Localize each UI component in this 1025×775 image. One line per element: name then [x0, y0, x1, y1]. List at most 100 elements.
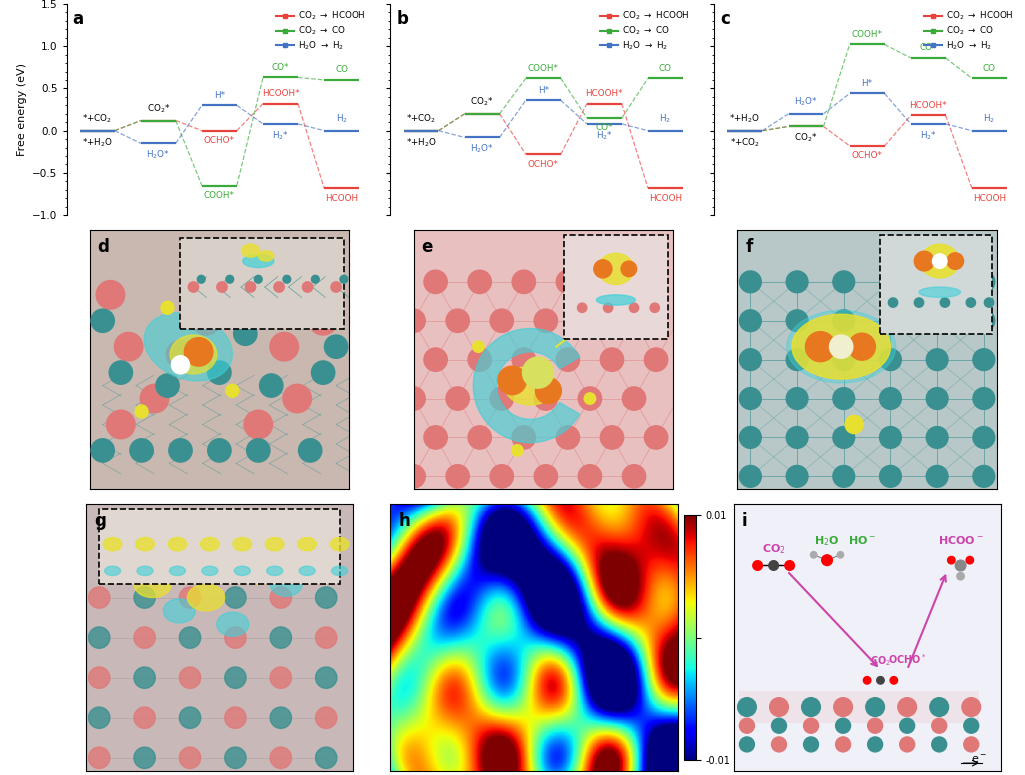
- Circle shape: [984, 298, 993, 307]
- Circle shape: [879, 310, 901, 332]
- Circle shape: [833, 388, 855, 409]
- Circle shape: [786, 388, 808, 409]
- Text: HO$^-$: HO$^-$: [848, 534, 875, 546]
- Ellipse shape: [792, 314, 891, 379]
- Circle shape: [557, 348, 579, 371]
- Circle shape: [833, 466, 855, 487]
- Text: H$_2$*: H$_2$*: [596, 129, 613, 142]
- Circle shape: [192, 306, 220, 335]
- Circle shape: [866, 698, 885, 716]
- Circle shape: [593, 260, 612, 278]
- Circle shape: [316, 707, 337, 728]
- Ellipse shape: [298, 537, 317, 551]
- Circle shape: [88, 747, 110, 769]
- Y-axis label: Free energy (eV): Free energy (eV): [16, 63, 27, 156]
- Ellipse shape: [202, 567, 218, 576]
- Circle shape: [473, 341, 484, 353]
- Circle shape: [964, 737, 979, 752]
- Circle shape: [402, 309, 425, 332]
- Circle shape: [254, 275, 262, 283]
- Circle shape: [134, 627, 156, 648]
- Ellipse shape: [258, 250, 274, 261]
- Circle shape: [837, 552, 844, 558]
- Text: H$_2$O*: H$_2$O*: [470, 143, 494, 156]
- Circle shape: [802, 698, 820, 716]
- Ellipse shape: [241, 557, 278, 584]
- Ellipse shape: [330, 537, 348, 551]
- Ellipse shape: [137, 567, 153, 576]
- Circle shape: [179, 627, 201, 648]
- Circle shape: [879, 388, 901, 409]
- Circle shape: [534, 309, 558, 332]
- Text: H*: H*: [538, 86, 548, 95]
- Circle shape: [584, 393, 596, 405]
- Circle shape: [650, 303, 659, 312]
- Circle shape: [226, 275, 234, 283]
- Circle shape: [171, 356, 190, 374]
- Text: *+H$_2$O: *+H$_2$O: [82, 136, 113, 149]
- Circle shape: [271, 667, 291, 688]
- Ellipse shape: [170, 335, 217, 374]
- Circle shape: [739, 466, 762, 487]
- Circle shape: [498, 366, 527, 394]
- Ellipse shape: [135, 537, 155, 551]
- Circle shape: [224, 747, 246, 769]
- Circle shape: [898, 698, 916, 716]
- Circle shape: [967, 556, 974, 564]
- Circle shape: [890, 677, 898, 684]
- Text: CO$_2$: CO$_2$: [762, 542, 785, 556]
- Circle shape: [822, 555, 832, 566]
- Circle shape: [933, 254, 947, 268]
- Circle shape: [224, 707, 246, 728]
- Circle shape: [964, 718, 979, 733]
- Circle shape: [130, 439, 154, 462]
- Circle shape: [179, 587, 201, 608]
- Circle shape: [402, 465, 425, 488]
- Circle shape: [604, 303, 613, 312]
- Text: OCHO*: OCHO*: [528, 160, 559, 169]
- Circle shape: [446, 387, 469, 410]
- Text: h: h: [399, 512, 411, 530]
- Ellipse shape: [134, 571, 171, 598]
- Circle shape: [622, 387, 646, 410]
- Circle shape: [927, 388, 948, 409]
- Circle shape: [947, 253, 963, 270]
- Circle shape: [535, 377, 562, 404]
- Polygon shape: [413, 230, 673, 489]
- Text: H$_2$: H$_2$: [335, 112, 347, 126]
- Text: CO: CO: [335, 65, 348, 74]
- Text: CO$_2$: CO$_2$: [870, 654, 891, 668]
- Ellipse shape: [271, 572, 302, 596]
- Circle shape: [181, 283, 205, 306]
- Circle shape: [217, 282, 228, 292]
- Circle shape: [957, 573, 965, 580]
- Polygon shape: [737, 230, 996, 489]
- Circle shape: [772, 737, 786, 752]
- Text: H$_2$: H$_2$: [659, 112, 671, 126]
- Circle shape: [879, 349, 901, 370]
- Circle shape: [296, 294, 325, 322]
- Text: e$^-$: e$^-$: [972, 754, 987, 765]
- Circle shape: [244, 410, 273, 439]
- Ellipse shape: [265, 537, 284, 551]
- Circle shape: [900, 737, 914, 752]
- Text: OCHO*: OCHO*: [204, 136, 235, 145]
- Circle shape: [534, 387, 558, 410]
- Circle shape: [340, 275, 347, 283]
- Circle shape: [91, 309, 115, 332]
- Circle shape: [298, 439, 322, 462]
- Circle shape: [312, 275, 319, 283]
- Circle shape: [914, 251, 934, 271]
- Ellipse shape: [168, 537, 187, 551]
- Text: c: c: [721, 10, 731, 28]
- Text: i: i: [742, 512, 747, 530]
- Circle shape: [973, 466, 994, 487]
- Circle shape: [402, 387, 425, 410]
- Text: CO: CO: [983, 64, 996, 73]
- Circle shape: [772, 718, 786, 733]
- Circle shape: [446, 465, 469, 488]
- Ellipse shape: [597, 294, 636, 305]
- Text: e: e: [421, 238, 433, 256]
- Circle shape: [468, 425, 491, 449]
- Circle shape: [247, 439, 270, 462]
